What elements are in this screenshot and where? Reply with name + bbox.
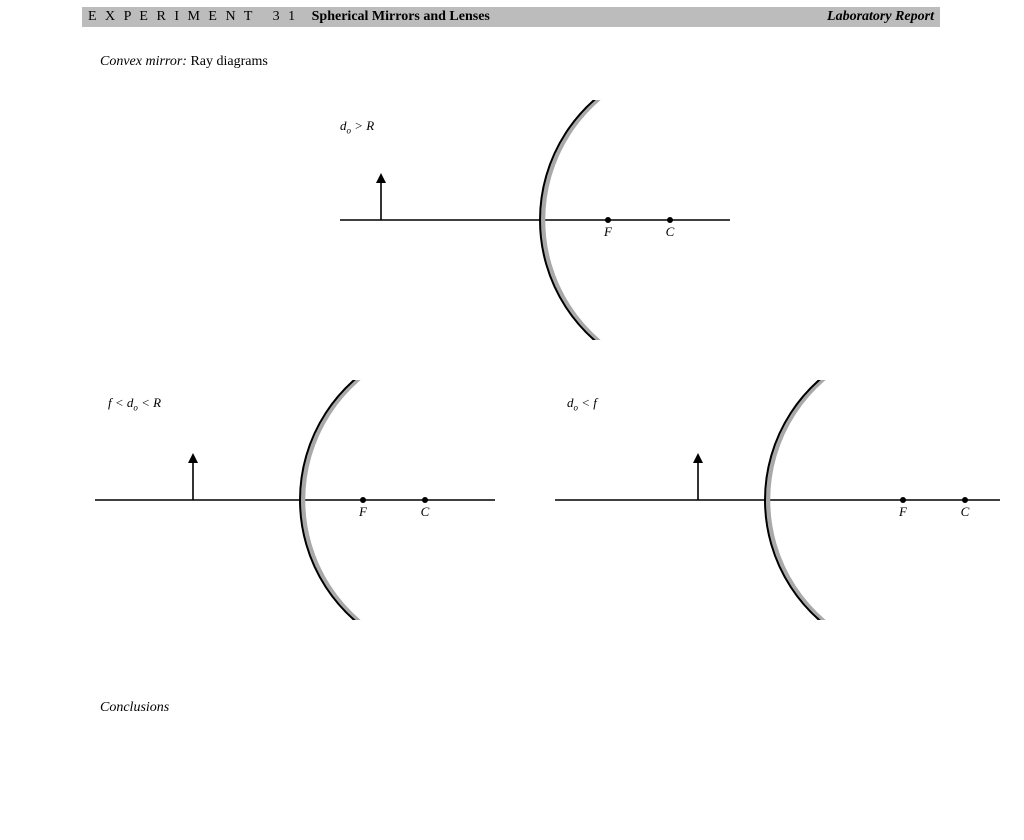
section-prefix: Convex mirror: bbox=[100, 54, 187, 69]
page-title: Spherical Mirrors and Lenses bbox=[312, 9, 490, 25]
condition-label: do < f bbox=[567, 395, 597, 413]
section-title: Convex mirror: Ray diagrams bbox=[100, 54, 268, 70]
header-bar: E X P E R I M E N T 3 1 Spherical Mirror… bbox=[82, 7, 940, 27]
svg-text:F: F bbox=[358, 504, 368, 519]
svg-text:C: C bbox=[421, 504, 430, 519]
svg-text:F: F bbox=[898, 504, 908, 519]
ray-diagram: FC bbox=[545, 380, 1005, 620]
svg-text:C: C bbox=[961, 504, 970, 519]
experiment-label: E X P E R I M E N T 3 1 bbox=[82, 9, 298, 25]
condition-label: do > R bbox=[340, 118, 374, 136]
svg-text:F: F bbox=[603, 224, 613, 239]
condition-label: f < do < R bbox=[108, 395, 161, 413]
lab-report-label: Laboratory Report bbox=[827, 9, 940, 25]
conclusions-heading: Conclusions bbox=[100, 700, 169, 716]
svg-text:C: C bbox=[666, 224, 675, 239]
section-rest: Ray diagrams bbox=[187, 54, 268, 69]
ray-diagram: FC bbox=[310, 100, 740, 340]
ray-diagram: FC bbox=[85, 380, 515, 620]
